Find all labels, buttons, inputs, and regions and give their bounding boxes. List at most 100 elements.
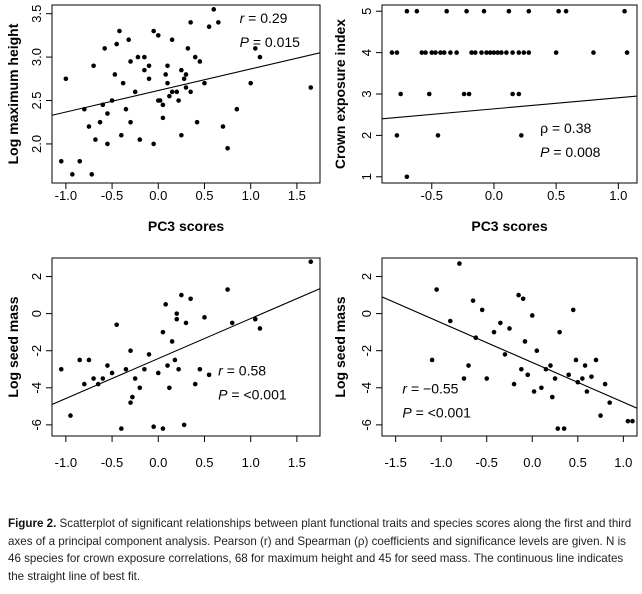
y-tick-label: 5 xyxy=(359,8,374,15)
data-point xyxy=(461,376,467,381)
data-point xyxy=(58,158,64,164)
y-tick-label: -2 xyxy=(29,345,44,357)
data-point xyxy=(591,50,596,55)
data-point xyxy=(435,133,441,138)
data-point xyxy=(563,8,569,14)
data-point xyxy=(484,376,490,381)
y-tick-label: 0 xyxy=(29,310,44,317)
data-point xyxy=(556,8,561,14)
data-point xyxy=(404,174,410,180)
data-point xyxy=(553,50,559,55)
data-point xyxy=(575,379,581,385)
stat-annotation: P = <0.001 xyxy=(402,404,471,420)
y-tick-label: 3.5 xyxy=(29,5,44,23)
data-point xyxy=(206,24,212,30)
stat-annotation: ρ = 0.38 xyxy=(540,120,591,136)
data-point xyxy=(142,366,147,372)
x-tick-label: 1.5 xyxy=(288,188,306,203)
data-point xyxy=(179,67,184,73)
data-point xyxy=(502,352,508,357)
stat-annotation: P = 0.008 xyxy=(540,144,601,160)
data-point xyxy=(519,133,524,138)
data-point xyxy=(469,50,474,55)
data-point xyxy=(120,80,126,86)
data-point xyxy=(151,28,156,34)
data-point xyxy=(602,381,608,387)
x-tick-label: 1.0 xyxy=(609,188,627,203)
data-point xyxy=(624,50,630,55)
data-point xyxy=(176,366,181,372)
data-point xyxy=(495,50,500,55)
stat-annotation: r = 0.58 xyxy=(218,362,266,378)
data-point xyxy=(498,320,503,326)
data-point xyxy=(155,98,161,103)
x-tick-label: -0.5 xyxy=(476,455,498,470)
data-point xyxy=(566,372,571,378)
data-point xyxy=(137,137,143,142)
y-tick-label: 1 xyxy=(359,173,374,180)
data-point xyxy=(414,8,420,14)
data-point xyxy=(389,50,395,55)
x-tick-label: -0.5 xyxy=(421,188,443,203)
data-point xyxy=(86,357,92,363)
y-axis-label: Log maximum height xyxy=(5,23,21,164)
data-point xyxy=(105,363,110,368)
data-point xyxy=(479,307,485,313)
x-tick-label: -0.5 xyxy=(101,455,123,470)
stat-annotation: r = 0.29 xyxy=(240,10,288,26)
data-point xyxy=(461,91,467,97)
data-point xyxy=(539,385,544,391)
data-point xyxy=(146,63,152,69)
data-point xyxy=(165,80,170,86)
data-point xyxy=(487,50,493,55)
stat-annotation: r = −0.55 xyxy=(402,380,458,396)
data-point xyxy=(167,385,172,391)
data-point xyxy=(526,50,532,55)
data-point xyxy=(206,372,212,378)
data-point xyxy=(130,394,135,400)
y-tick-label: 2 xyxy=(359,273,374,280)
data-point xyxy=(225,287,230,292)
data-point xyxy=(466,363,471,368)
data-point xyxy=(160,329,166,335)
y-tick-label: 0 xyxy=(359,310,374,317)
data-point xyxy=(142,67,147,73)
data-point xyxy=(165,63,170,69)
data-point xyxy=(102,46,107,51)
data-point xyxy=(163,302,168,307)
data-point xyxy=(526,8,532,14)
data-point xyxy=(109,98,115,103)
data-point xyxy=(126,37,132,43)
x-tick-label: 1.0 xyxy=(242,455,260,470)
data-point xyxy=(163,72,168,77)
data-point xyxy=(181,76,187,82)
data-point xyxy=(128,348,133,354)
data-point xyxy=(132,89,138,95)
data-point xyxy=(444,8,449,14)
x-tick-label: -1.5 xyxy=(384,455,406,470)
data-point xyxy=(589,374,594,379)
x-tick-label: 0.5 xyxy=(547,188,565,203)
y-tick-label: 2 xyxy=(29,273,44,280)
data-point xyxy=(234,106,240,112)
data-point xyxy=(404,8,410,14)
data-point xyxy=(146,76,152,82)
data-point xyxy=(484,50,489,55)
plot-frame xyxy=(51,4,321,184)
data-point xyxy=(521,50,527,55)
data-point xyxy=(507,326,512,331)
data-point xyxy=(128,59,133,64)
data-point xyxy=(146,352,152,357)
data-point xyxy=(510,50,515,55)
data-point xyxy=(117,28,122,34)
data-point xyxy=(188,20,193,25)
y-tick-label: 3 xyxy=(359,90,374,97)
data-point xyxy=(155,370,161,376)
y-tick-label: 2 xyxy=(359,132,374,139)
data-point xyxy=(438,50,443,55)
y-tick-label: -4 xyxy=(29,382,44,394)
data-point xyxy=(593,357,599,363)
data-point xyxy=(165,363,170,368)
data-point xyxy=(419,50,425,55)
y-tick-label: 2.0 xyxy=(29,135,44,153)
